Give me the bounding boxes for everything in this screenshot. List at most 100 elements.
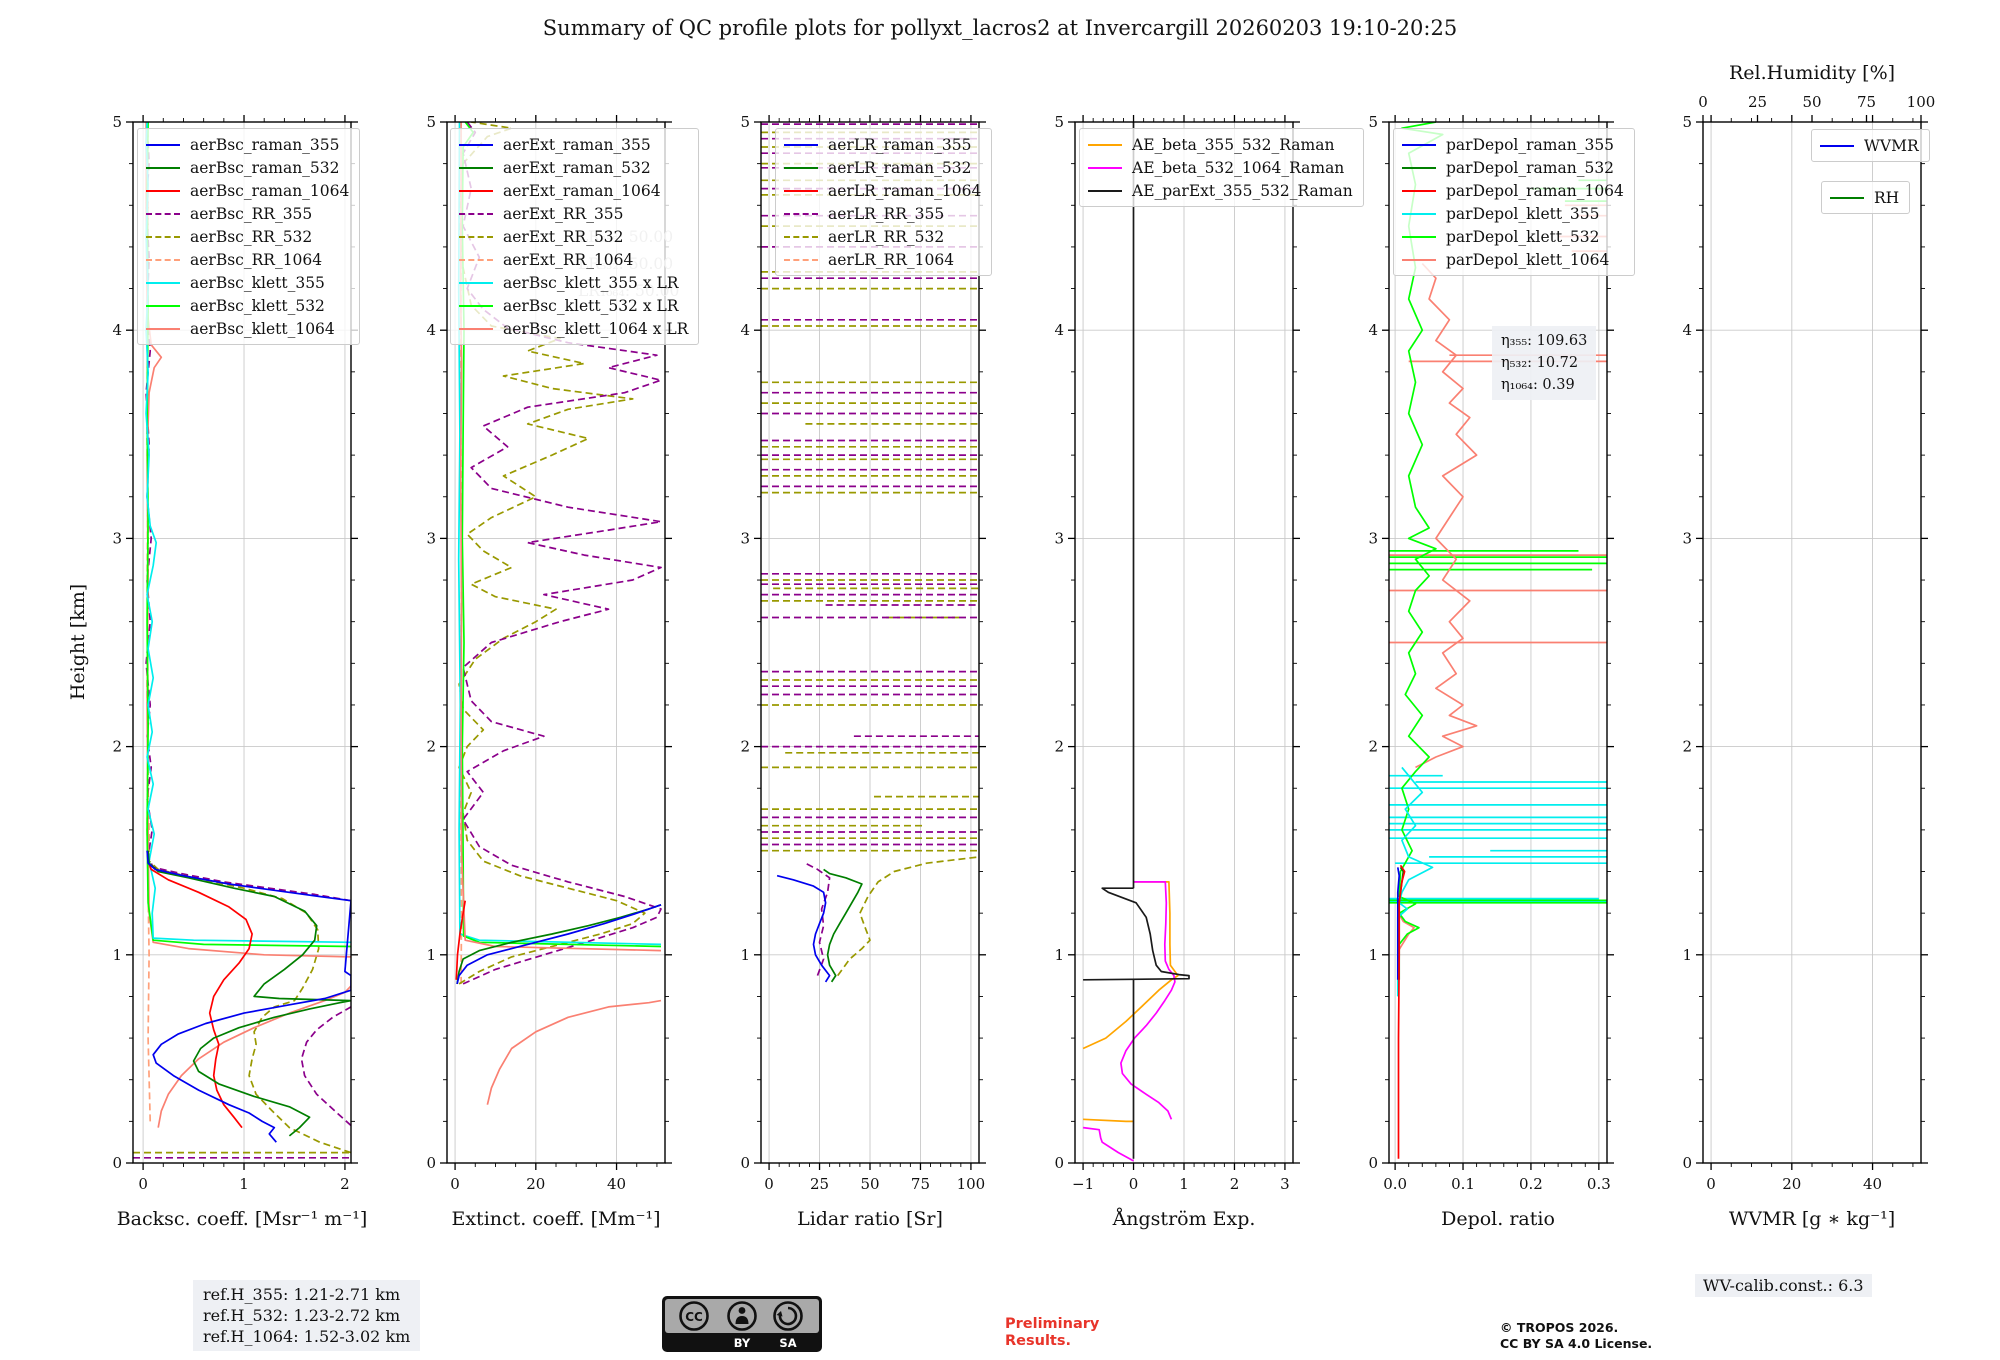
panel-backscatter: 0 1 2 0 1 2 3 4 5 Backsc. coeff. [Msr⁻¹ m⁻¹] aerBs… [112,113,367,1230]
series-AE_beta_355_532_Raman [1083,1118,1134,1123]
legend-label: aerLR_raman_355 [828,135,972,154]
y-tick-label: 2 [1682,738,1692,756]
y-tick-label: 5 [426,113,436,131]
legend-line-swatch [1402,212,1436,215]
panel-angstroem: −1 0 1 2 3 0 1 2 3 4 5 Ångström Exp. AE_beta_355_532… [1054,113,1364,1230]
legend-item: AE_parExt_355_532_Raman [1088,179,1353,202]
legend-line-swatch [459,212,493,215]
preliminary-line2: Results. [1005,1333,1071,1349]
legend-line-swatch [459,327,493,330]
series-AE_beta_355_532_Raman [1082,881,1179,1050]
legend-label: parDepol_raman_1064 [1446,181,1624,200]
legend-angstroem: AE_beta_355_532_Raman AE_beta_532_1064_Ra… [1079,128,1364,207]
reference-height-annotation: ref.H_355: 1.21-2.71 km ref.H_532: 1.23-… [193,1280,421,1351]
y-tick-label: 0 [740,1154,750,1172]
x-axis-label-wvmr: WVMR [g ∗ kg⁻¹] [1729,1208,1895,1230]
legend-line-swatch [784,258,818,261]
top-tick-label: 50 [1802,93,1821,111]
y-tick-label: 5 [1682,113,1692,131]
legend-line-swatch [459,166,493,169]
axis-ticks [1068,115,1300,1170]
top-axis-label: Rel.Humidity [%] [1729,62,1895,84]
y-tick-label: 5 [740,113,750,131]
legend-line-swatch [784,166,818,169]
panel-lidar-ratio: 0 25 50 75 100 0 1 2 3 4 5 Lidar ratio [Sr] aerLR_ra… [740,113,993,1230]
series-aerExt_raman_1064 [455,900,467,980]
legend-item: aerBsc_klett_1064 x LR [459,317,688,340]
x-tick-label: 0 [138,1175,148,1193]
plot-angstroem: −1 0 1 2 3 0 1 2 3 4 5 Ångström Exp. [1054,113,1300,1230]
legend-item: aerLR_RR_532 [784,225,981,248]
y-tick-label: 0 [1682,1154,1692,1172]
series-group [1389,122,1607,1159]
legend-line-swatch [1402,166,1436,169]
y-tick-label: 2 [426,738,436,756]
legend-item: aerBsc_RR_532 [146,225,349,248]
x-tick-label: 3 [1280,1175,1290,1193]
legend-line-swatch [1088,166,1122,169]
legend-label: WVMR [1864,136,1919,155]
y-tick-label: 1 [1682,946,1692,964]
y-tick-label: 1 [426,946,436,964]
cc-license-badge: CC BY SA [662,1296,822,1352]
legend-label: AE_parExt_355_532_Raman [1132,181,1353,200]
y-tick-label: 2 [112,738,122,756]
y-tick-label: 5 [1054,113,1064,131]
legend-label: aerExt_RR_355 [503,204,624,223]
copyright-line1: © TROPOS 2026. [1500,1320,1619,1335]
legend-label: aerLR_RR_355 [828,204,945,223]
series-parDepol_klett_355 [1396,766,1434,997]
sharealike-arrowhead [776,1311,783,1317]
series-AE_beta_532_1064_Raman [1082,1126,1134,1162]
legend-line-swatch [459,189,493,192]
x-tick-label: −1 [1072,1175,1094,1193]
depol-calibration-annotation: η₃₅₅: 109.63 η₅₃₂: 10.72 η₁₀₆₄: 0.39 [1492,326,1597,400]
x-tick-label: 0.1 [1451,1175,1475,1193]
copyright-notice: © TROPOS 2026. CC BY SA 4.0 License. [1500,1320,1652,1352]
x-tick-label: 0.3 [1587,1175,1611,1193]
panel-depol-ratio: 0.0 0.1 0.2 0.3 0 1 2 3 4 5 Depol. ratio parDepol_r… [1368,113,1635,1230]
plot-lidar-ratio: 0 25 50 75 100 0 1 2 3 4 5 Lidar ratio [Sr] [740,113,986,1230]
legend-line-swatch [459,281,493,284]
series-parDepol_klett_1064 [1415,263,1478,769]
gridlines [761,122,979,1163]
legend-line-swatch [784,212,818,215]
legend-item: AE_beta_355_532_Raman [1088,133,1353,156]
y-tick-label: 2 [740,738,750,756]
legend-line-swatch [1402,189,1436,192]
legend-label: aerExt_RR_532 [503,227,624,246]
x-tick-label: 2 [340,1175,350,1193]
y-tick-label: 3 [740,529,750,547]
legend-label: RH [1874,188,1900,207]
axis-ticks [1696,115,1928,1170]
legend-item: parDepol_raman_1064 [1402,179,1624,202]
tick-labels: 0 25 50 75 100 0 1 2 3 4 5 Lidar ratio [Sr] [740,113,985,1230]
legend-label: aerBsc_klett_355 x LR [503,273,679,292]
legend-label: aerBsc_klett_1064 [190,319,335,338]
legend-item: aerExt_RR_355 [459,202,688,225]
y-tick-label: 5 [112,113,122,131]
x-tick-label: 50 [860,1175,879,1193]
x-axis-label-extinction: Extinct. coeff. [Mm⁻¹] [451,1208,660,1230]
legend-label: aerExt_raman_355 [503,135,651,154]
legend-line-swatch [1088,189,1122,192]
ref-h-355: ref.H_355: 1.21-2.71 km [203,1285,401,1304]
legend-item: parDepol_klett_355 [1402,202,1624,225]
series-aerLR_RR_355 [805,862,831,976]
y-tick-label: 4 [1054,321,1064,339]
legend-item: aerLR_RR_355 [784,202,981,225]
series-aerLR_raman_355 [776,874,831,983]
y-tick-label: 1 [740,946,750,964]
legend-item: aerLR_raman_532 [784,156,981,179]
y-tick-label: 0 [1368,1154,1378,1172]
legend-line-swatch [459,258,493,261]
legend-line-swatch [146,166,180,169]
person-head [738,1307,746,1314]
y-tick-label: 4 [1682,321,1692,339]
legend-line-swatch [459,304,493,307]
legend-line-swatch [1820,144,1854,147]
y-tick-label: 0 [426,1154,436,1172]
series-aerExt_raman_355 [456,903,662,985]
top-tick-label: 75 [1857,93,1876,111]
series-parDepol_klett_1064 [1397,912,1415,952]
